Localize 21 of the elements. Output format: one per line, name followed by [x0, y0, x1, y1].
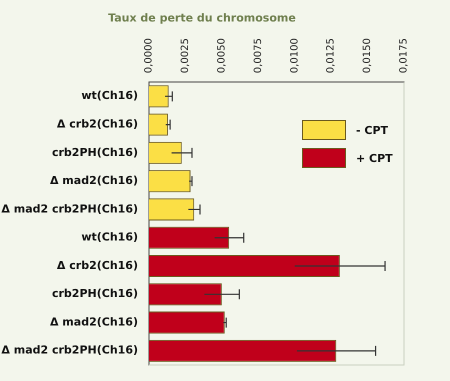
- y-tick-label: Δ mad2 crb2PH(Ch16): [1, 344, 138, 357]
- y-tick-label: Δ mad2(Ch16): [50, 174, 138, 188]
- legend-label: + CPT: [356, 152, 393, 164]
- y-tick-label: wt(Ch16): [81, 230, 138, 244]
- x-tick-label: 0,0050: [216, 38, 228, 74]
- x-tick-label: 0,0150: [362, 38, 374, 74]
- y-tick-label: Δ mad2 crb2PH(Ch16): [1, 202, 138, 216]
- chart-title: Taux de perte du chromosome: [108, 11, 296, 24]
- y-tick-label: Δ mad2(Ch16): [50, 315, 138, 328]
- y-tick-label: wt(Ch16): [81, 89, 138, 102]
- y-tick-label: crb2PH(Ch16): [52, 146, 138, 159]
- x-tick-label: 0,0075: [252, 38, 264, 74]
- x-tick-label: 0,0100: [289, 38, 300, 74]
- x-tick-label: 0,0025: [180, 38, 192, 74]
- x-tick-label: 0,0125: [326, 38, 337, 74]
- legend-label: - CPT: [356, 124, 388, 136]
- y-tick-label: crb2PH(Ch16): [52, 287, 138, 300]
- y-tick-label: Δ crb2(Ch16): [56, 117, 138, 130]
- y-tick-label: Δ crb2(Ch16): [56, 258, 138, 272]
- x-tick-label: 0,0175: [398, 38, 410, 74]
- x-tick-label: 0,0000: [144, 38, 155, 74]
